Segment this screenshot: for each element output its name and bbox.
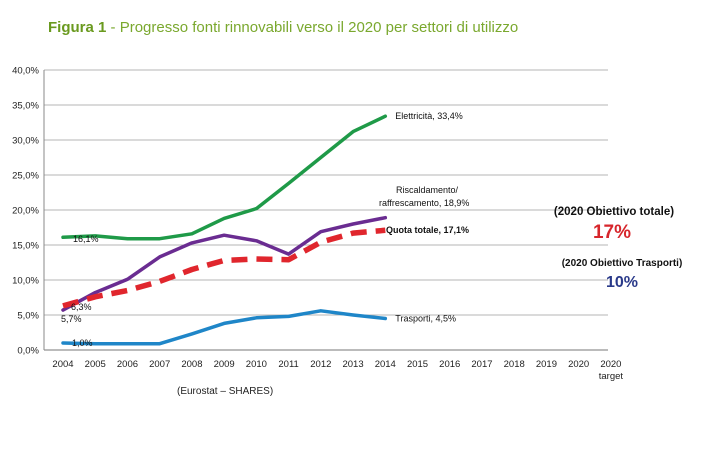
y-tick-label: 20,0% (12, 206, 39, 217)
x-tick-label: 2011 (278, 359, 298, 370)
point-label-elettricita-2004: 16,1% (73, 234, 99, 244)
series-label-elettricita: Elettricità, 33,4% (395, 111, 463, 121)
series-label-riscaldamento-line2: raffrescamento, 18,9% (379, 198, 469, 208)
y-tick-label: 25,0% (12, 171, 39, 182)
point-label-riscaldamento-2004: 5,7% (61, 314, 82, 324)
figure-label: Figura 1 (48, 19, 107, 36)
series-label-riscaldamento-line1: Riscaldamento/ (396, 185, 459, 195)
point-label-trasporti-2004: 1,0% (72, 338, 93, 348)
chart-labels: Elettricità, 33,4% Riscaldamento/raffresc… (61, 111, 469, 348)
x-tick-label: 2004 (52, 359, 73, 370)
x-tick-label: 2009 (214, 359, 235, 370)
target-total-value: 17% (593, 222, 631, 243)
x-tick-label: 2014 (375, 359, 396, 370)
x-tick-label: 2020 (600, 359, 621, 370)
x-tick-label: 2012 (310, 359, 331, 370)
y-tick-label: 30,0% (12, 136, 39, 147)
x-tick-label: 2017 (471, 359, 492, 370)
y-tick-label: 5,0% (17, 311, 39, 322)
page-title: Figura 1 - Progresso fonti rinnovabili v… (48, 19, 518, 36)
x-tick-label: 2007 (149, 359, 170, 370)
x-tick-label: 2010 (246, 359, 267, 370)
figure-title: - Progresso fonti rinnovabili verso il 2… (106, 19, 519, 36)
series-line (62, 227, 386, 309)
x-tick-sublabel: target (599, 371, 624, 382)
chart-grid (44, 69, 608, 351)
x-tick-label: 2013 (342, 359, 363, 370)
y-tick-label: 0,0% (17, 346, 39, 357)
series-label-trasporti: Trasporti, 4,5% (395, 314, 456, 324)
x-tick-label: 2016 (439, 359, 460, 370)
source-note: (Eurostat – SHARES) (177, 386, 273, 397)
chart-series (61, 114, 388, 346)
point-label-quota-2004: 6,3% (71, 302, 92, 312)
x-tick-label: 2006 (117, 359, 138, 370)
series-line (61, 215, 388, 312)
x-tick-label: 2020 (568, 359, 589, 370)
x-tick-label: 2005 (85, 359, 106, 370)
y-tick-label: 40,0% (12, 66, 39, 77)
target-transport-value: 10% (606, 274, 638, 291)
y-tick-label: 15,0% (12, 241, 39, 252)
target-transport-label: (2020 Obiettivo Trasporti) (562, 258, 683, 269)
series-line (61, 309, 388, 346)
series-label-quota-totale: Quota totale, 17,1% (386, 225, 469, 235)
x-tick-label: 2008 (181, 359, 202, 370)
series-line (61, 114, 388, 241)
x-tick-label: 2019 (536, 359, 557, 370)
y-tick-label: 35,0% (12, 101, 39, 112)
x-tick-label: 2018 (504, 359, 525, 370)
x-tick-label: 2015 (407, 359, 428, 370)
chart-axes: 0,0% 5,0% 10,0% 15,0% 20,0% 25,0% 30,0% 35,0% 40… (12, 66, 623, 383)
y-tick-label: 10,0% (12, 276, 39, 287)
target-total-label: (2020 Obiettivo totale) (554, 206, 674, 218)
